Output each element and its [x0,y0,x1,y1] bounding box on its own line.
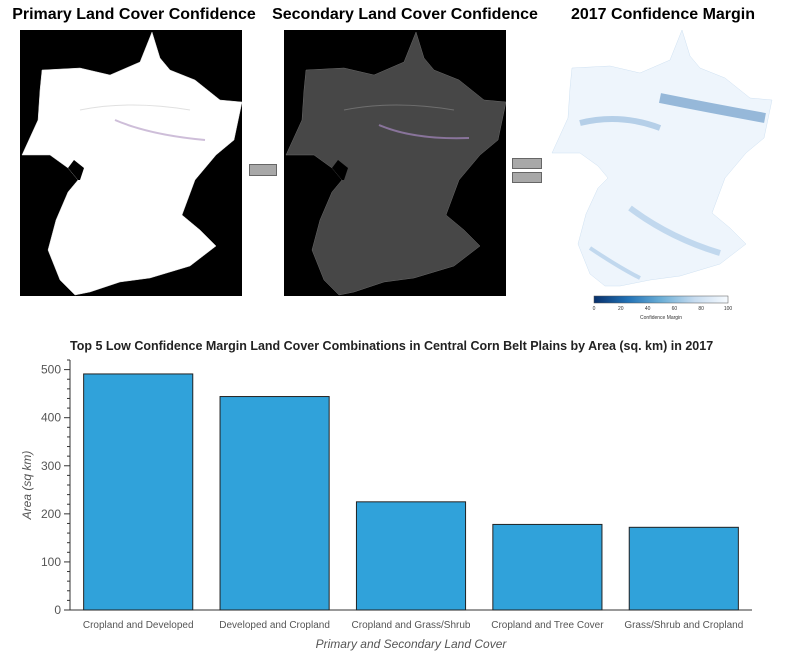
bar [219,396,330,611]
chart-title: Top 5 Low Confidence Margin Land Cover C… [70,339,713,353]
x-axis-label: Primary and Secondary Land Cover [316,637,508,651]
x-tick-label: Cropland and Tree Cover [491,620,604,631]
bar [628,526,739,611]
colorbar-label: Confidence Margin [640,315,682,321]
x-tick-label: Cropland and Grass/Shrub [352,620,471,631]
y-axis-label: Area (sq km) [20,451,34,521]
colorbar-tick-label: 60 [672,306,678,312]
secondary-panel-title: Secondary Land Cover Confidence [272,6,538,23]
y-tick-label: 0 [54,603,61,617]
colorbar: 0 20 40 60 80 100 Confidence Margin [590,294,735,326]
bar-chart: Top 5 Low Confidence Margin Land Cover C… [20,339,752,651]
colorbar-tick-label: 20 [618,306,624,312]
y-tick-label: 500 [41,363,61,377]
x-tick-label: Grass/Shrub and Cropland [624,620,743,631]
bar [355,501,467,611]
bar [492,523,603,611]
colorbar-tick-label: 80 [698,306,704,312]
bar [83,373,194,611]
y-tick-label: 200 [41,507,61,521]
y-tick-label: 300 [41,459,61,473]
colorbar-tick-label: 100 [724,306,733,312]
equals-operator-icon-top [512,158,542,169]
colorbar-gradient [593,295,729,304]
margin-panel-title: 2017 Confidence Margin [570,6,756,23]
confidence-margin-map [550,28,774,290]
y-tick-label: 100 [41,555,61,569]
minus-operator-icon [249,164,277,176]
y-tick-label: 400 [41,411,61,425]
equals-operator-icon-bottom [512,172,542,183]
colorbar-tick-label: 40 [645,306,651,312]
x-tick-label: Developed and Cropland [219,620,330,631]
primary-panel-title: Primary Land Cover Confidence [12,6,256,23]
x-tick-label: Cropland and Developed [83,620,194,631]
primary-confidence-map [20,30,243,296]
colorbar-tick-label: 0 [593,306,596,312]
secondary-confidence-map [284,30,507,296]
